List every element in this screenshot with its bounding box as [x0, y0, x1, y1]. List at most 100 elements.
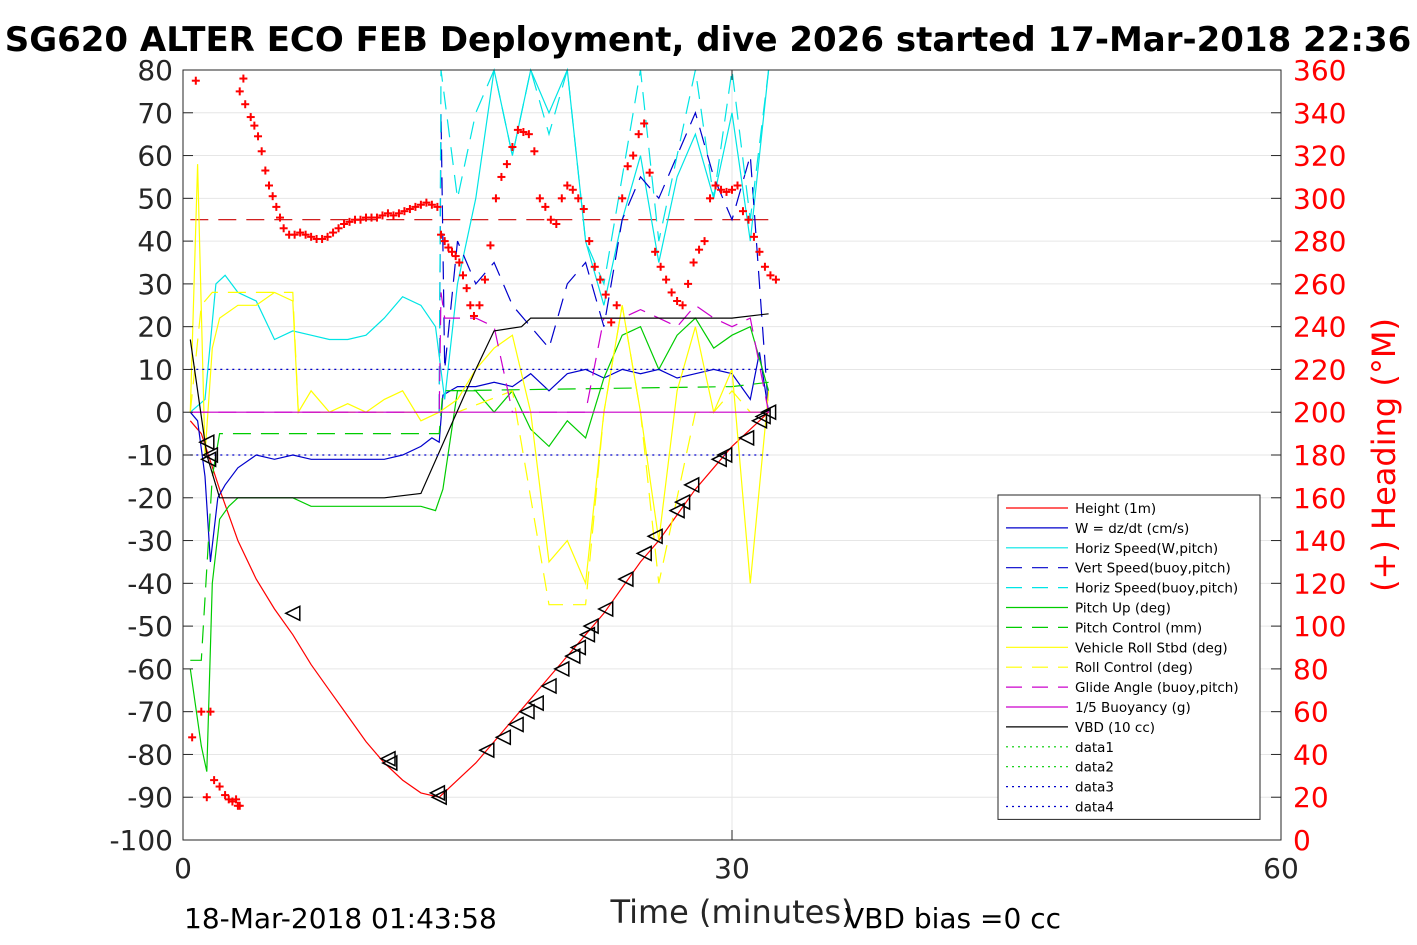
left-tick-label: 80 [137, 54, 173, 87]
heading-point [749, 232, 758, 241]
heading-point [662, 275, 671, 284]
left-tick-label: -100 [109, 824, 173, 857]
left-tick-label: 0 [155, 396, 173, 429]
heading-point [340, 220, 349, 228]
heading-point [444, 243, 453, 252]
heading-point [475, 301, 484, 310]
heading-point [202, 793, 211, 802]
heading-point [728, 185, 736, 194]
heading-point [235, 87, 244, 96]
right-tick-label: 260 [1293, 268, 1346, 301]
heading-point [275, 213, 284, 222]
right-tick-label: 180 [1293, 439, 1346, 472]
heading-point [579, 205, 588, 214]
right-axis: 3603403203002802602402202001801601401201… [1271, 54, 1346, 857]
heading-point [427, 200, 436, 209]
heading-point [265, 181, 274, 190]
heading-point [246, 113, 255, 122]
heading-point [530, 147, 539, 156]
right-tick-label: 120 [1293, 567, 1346, 600]
heading-point [563, 181, 572, 190]
triangle-marker [379, 750, 396, 767]
series-line-3 [189, 67, 770, 413]
triangle-marker [507, 716, 524, 733]
heading-point [329, 228, 338, 237]
heading-point [601, 290, 610, 299]
x-axis: 0 30 60 [174, 70, 1299, 885]
legend-label: Horiz Speed(buoy,pitch) [1075, 581, 1238, 597]
series-line-8 [189, 164, 770, 586]
triangle-marker [284, 605, 301, 622]
heading-point [497, 172, 506, 181]
right-tick-label: 280 [1293, 225, 1346, 258]
series-line-4 [438, 111, 770, 413]
heading-point [623, 162, 632, 171]
heading-point [389, 211, 398, 220]
triangle-marker [518, 703, 535, 720]
heading-point [301, 230, 310, 239]
heading-point [466, 301, 475, 310]
triangle-marker [540, 677, 557, 695]
heading-point [323, 232, 332, 241]
x-tick-label: 0 [174, 852, 192, 885]
series-layer [189, 67, 778, 798]
triangle-marker [635, 545, 652, 562]
heading-point [733, 181, 742, 190]
right-tick-label: 340 [1293, 97, 1346, 130]
heading-point [268, 192, 277, 201]
legend-label: Height (1m) [1075, 501, 1156, 517]
legend-label: Vehicle Roll Stbd (deg) [1075, 640, 1228, 656]
legend-label: Pitch Control (mm) [1075, 620, 1202, 636]
heading-point [394, 209, 403, 218]
series-line-2 [189, 352, 770, 562]
right-tick-label: 160 [1293, 482, 1346, 515]
left-tick-label: 40 [137, 225, 173, 258]
heading-point [206, 707, 215, 716]
heading-point [585, 237, 594, 246]
heading-point [524, 130, 533, 139]
left-tick-label: -30 [127, 525, 173, 558]
heading-point [651, 247, 660, 256]
left-tick-label: 60 [137, 140, 173, 173]
legend-label: data4 [1075, 800, 1114, 816]
heading-point [400, 207, 409, 216]
left-tick-label: 10 [137, 353, 173, 386]
heading-point [508, 143, 517, 151]
right-tick-label: 40 [1293, 738, 1329, 771]
heading-point [250, 121, 259, 130]
left-tick-label: -90 [127, 781, 173, 814]
heading-point [210, 776, 219, 785]
left-tick-label: -20 [127, 482, 173, 515]
heading-point [574, 194, 583, 203]
legend: Height (1m) W = dz/dt (cm/s) Horiz Speed(W… [997, 494, 1261, 820]
footer-date: 18-Mar-2018 01:43:58 [184, 902, 497, 935]
series-line-7 [190, 381, 769, 661]
legend-label: Roll Control (deg) [1075, 660, 1193, 676]
heading-point [546, 215, 555, 224]
triangle-marker [569, 639, 587, 656]
heading-point [755, 247, 764, 256]
left-tick-label: 70 [137, 97, 173, 130]
heading-point [645, 168, 654, 177]
triangle-marker [617, 570, 634, 588]
legend-box [997, 494, 1261, 820]
triangle-marker [199, 451, 217, 468]
triangle-marker [759, 403, 777, 421]
heading-point [307, 232, 316, 241]
triangle-marker [478, 741, 495, 759]
heading-point [416, 200, 425, 209]
heading-point [372, 213, 381, 222]
triangle-marker [381, 754, 398, 772]
footer-vbd-bias: VBD bias =0 cc [845, 902, 1061, 935]
markers-layer [198, 403, 777, 806]
left-tick-label: -60 [127, 653, 173, 686]
heading-point [318, 234, 327, 243]
triangle-marker [673, 493, 691, 511]
triangle-marker [578, 626, 596, 643]
heading-point [689, 258, 698, 267]
left-tick-label: -50 [127, 610, 173, 643]
heading-point [706, 194, 715, 203]
heading-point [634, 130, 643, 139]
right-tick-label: 200 [1293, 396, 1346, 429]
